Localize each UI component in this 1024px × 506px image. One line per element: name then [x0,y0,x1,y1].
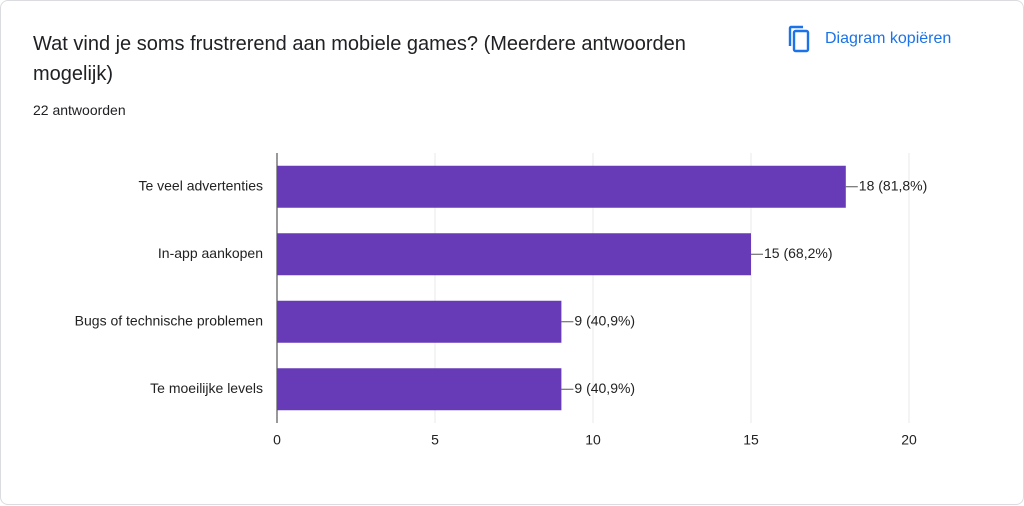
x-tick-label: 5 [431,432,439,448]
bar [277,165,846,208]
bar [277,233,751,276]
y-tick-label: Te veel advertenties [138,177,263,193]
copy-icon [788,25,810,53]
y-tick-label: Bugs of technische problemen [75,312,263,328]
copy-button-label[interactable]: Diagram kopiëren [825,30,952,47]
x-tick-label: 10 [585,432,601,448]
bar [277,300,562,343]
bar [277,368,562,411]
y-tick-label: In-app aankopen [158,245,263,261]
data-label: 18 (81,8%) [859,177,927,193]
chart-subtitle: 22 antwoorden [33,102,126,118]
data-label: 9 (40,9%) [574,380,635,396]
copy-button[interactable]: Diagram kopiëren [787,25,951,53]
y-tick-label: Te moeilijke levels [150,380,263,396]
data-label: 9 (40,9%) [574,312,635,328]
data-label: 15 (68,2%) [764,245,832,261]
x-tick-label: 15 [743,432,759,448]
x-tick-label: 20 [901,432,917,448]
chart-title: Wat vind je soms frustrerend aan mobiele… [33,33,686,85]
x-tick-label: 0 [273,432,281,448]
